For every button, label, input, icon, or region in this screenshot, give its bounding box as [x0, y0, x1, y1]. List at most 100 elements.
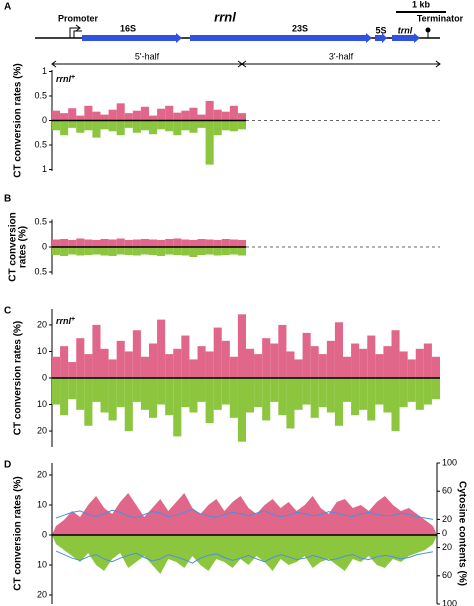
bar [181, 110, 190, 121]
bar [108, 120, 117, 132]
bar [140, 120, 149, 131]
bar [173, 348, 182, 378]
bar [181, 378, 190, 408]
bar [310, 346, 319, 378]
bar [132, 110, 141, 121]
bar [205, 378, 214, 424]
bar [197, 120, 206, 128]
bar [213, 109, 222, 121]
bar [294, 378, 303, 410]
bar [124, 351, 133, 378]
bar [334, 322, 343, 378]
bar [229, 120, 238, 132]
bar [189, 107, 198, 121]
y2-tick-label: 100 [442, 598, 457, 606]
bar [302, 332, 311, 378]
bar [221, 239, 230, 247]
y-tick-label: 0.5 [34, 266, 47, 276]
bar [213, 378, 222, 410]
bar [197, 378, 206, 402]
annotation-text: rrnl [56, 316, 72, 326]
bar [157, 247, 166, 256]
bar [229, 356, 238, 378]
gene-arrow [82, 33, 182, 43]
bar [351, 343, 360, 378]
bar [383, 378, 392, 413]
bar [68, 240, 77, 247]
bar [52, 247, 61, 255]
bar [367, 335, 376, 378]
y-axis-label: CT conversion rates (%) [13, 321, 24, 435]
bar [294, 359, 303, 378]
bar [76, 120, 85, 133]
bar [92, 378, 101, 402]
y-tick-label: 10 [37, 559, 47, 569]
bar [84, 354, 93, 378]
bar [237, 378, 246, 442]
bar [52, 239, 61, 247]
bar [229, 105, 238, 121]
bar [76, 378, 85, 410]
bar [391, 378, 400, 432]
bar [68, 378, 77, 400]
bar [359, 378, 368, 410]
bar [302, 378, 311, 405]
bar [221, 120, 230, 131]
bar [60, 120, 69, 136]
promoter-label: Promoter [58, 13, 99, 23]
bar [60, 239, 69, 247]
y2-axis-label: Cytosine contents (%) [456, 481, 467, 586]
bar [181, 247, 190, 256]
bar [149, 115, 158, 121]
bar [391, 330, 400, 378]
bar [189, 120, 198, 133]
bar [343, 356, 352, 378]
annotation-text: rrnl [56, 74, 72, 84]
y-tick-label: 0.5 [34, 139, 47, 149]
bar [140, 356, 149, 378]
y-tick-label: 1 [42, 164, 47, 174]
bar [237, 240, 246, 247]
bar [431, 378, 440, 400]
y-tick-label: 0 [42, 115, 47, 125]
bar [124, 378, 133, 432]
y-axis-label: rates (%) [18, 226, 29, 268]
bar [399, 351, 408, 378]
y-axis-label: CT conversion rates (%) [13, 63, 24, 177]
bar [60, 113, 69, 121]
bar [221, 378, 230, 405]
y2-tick-label: 60 [442, 570, 452, 580]
bar [173, 378, 182, 437]
bar [92, 111, 101, 121]
bar [108, 247, 117, 256]
bar [84, 239, 93, 247]
bar [165, 247, 174, 255]
y-tick-label: 1 [42, 66, 47, 76]
bar [52, 378, 61, 405]
bar [351, 378, 360, 416]
bar [173, 120, 182, 136]
bar [286, 351, 295, 378]
bar [60, 247, 69, 256]
bar [116, 120, 125, 136]
bar [423, 378, 432, 405]
bar [84, 247, 93, 255]
bar [221, 340, 230, 378]
bar [165, 239, 174, 247]
bar [132, 120, 141, 133]
bar [92, 120, 101, 138]
bar [310, 378, 319, 418]
bar [173, 247, 182, 255]
bar [415, 348, 424, 378]
gene-arrow [190, 33, 372, 43]
bar [149, 378, 158, 418]
bar [92, 240, 101, 247]
bar [367, 378, 376, 421]
y-tick-label: 20 [37, 589, 47, 599]
bar [76, 338, 85, 378]
bar [60, 378, 69, 416]
bar [221, 247, 230, 255]
y-tick-label: 20 [37, 319, 47, 329]
bar [173, 238, 182, 247]
